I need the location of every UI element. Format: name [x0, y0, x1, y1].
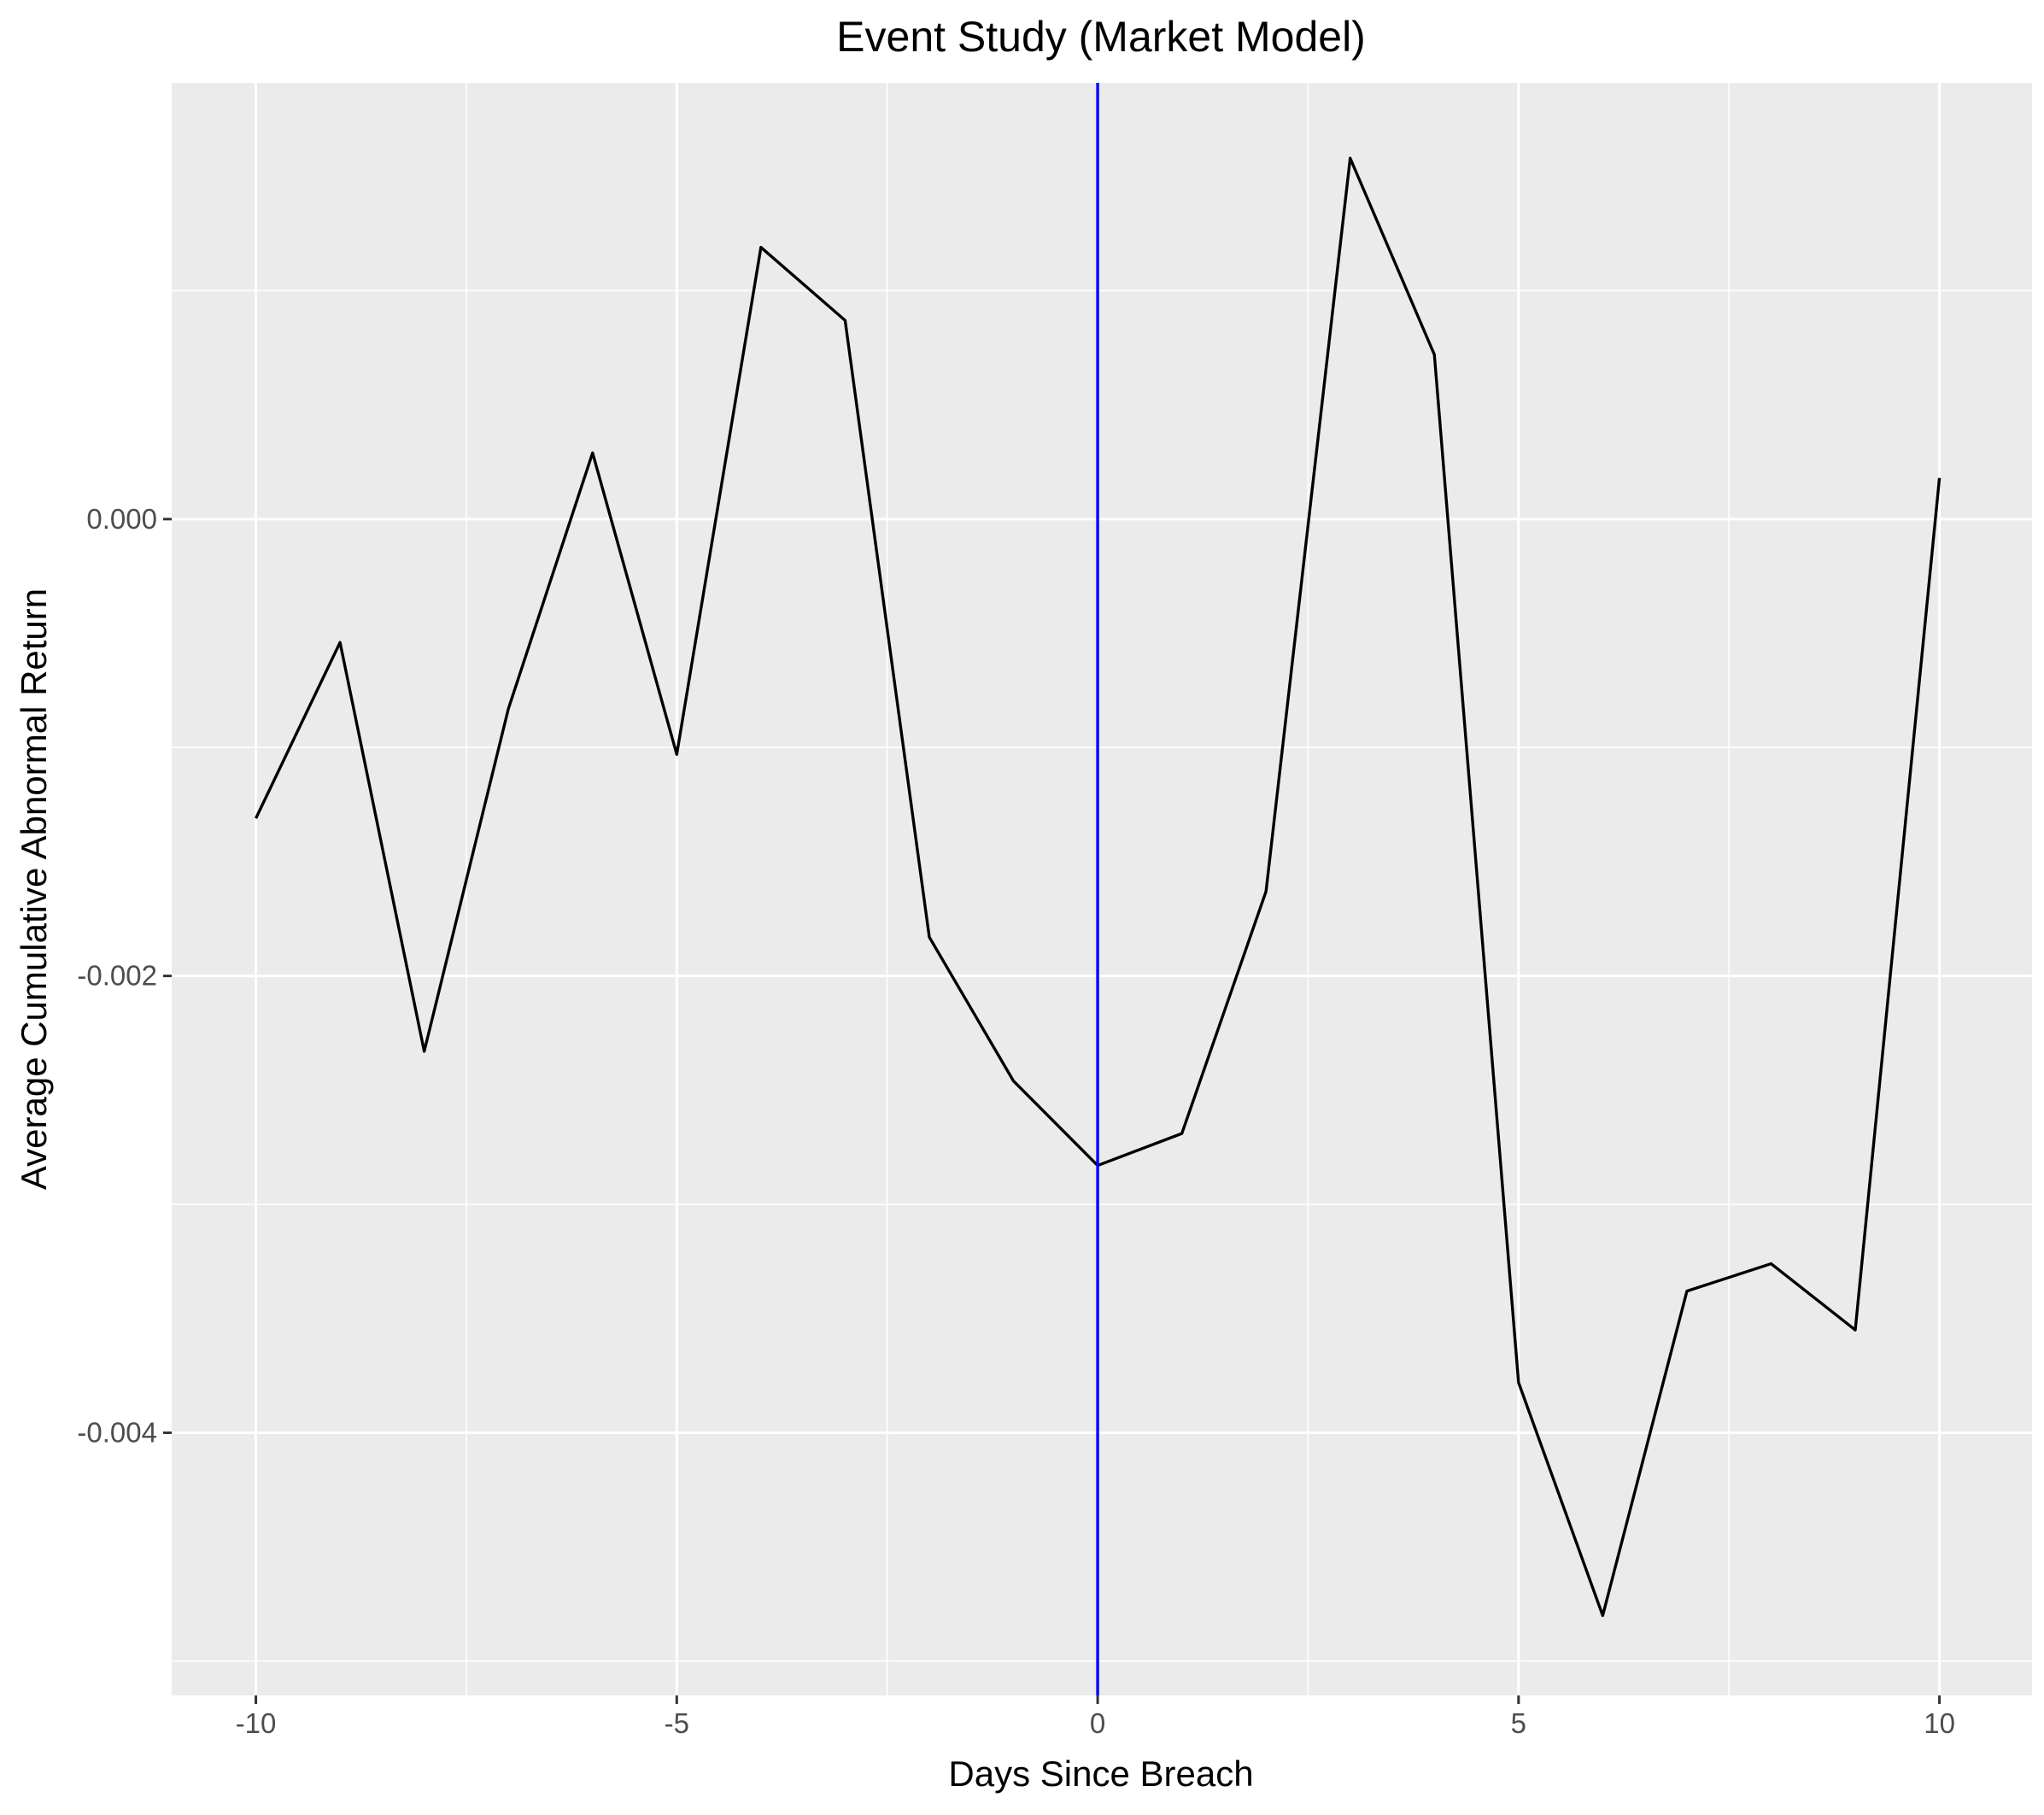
y-axis-title: Average Cumulative Abnormal Return — [14, 588, 54, 1190]
x-tick-label: -10 — [236, 1707, 277, 1739]
x-tick-label: 0 — [1090, 1707, 1105, 1739]
major-gridlines-y — [172, 518, 2032, 1434]
y-tick-label: -0.002 — [77, 960, 157, 992]
y-axis: -0.004 -0.002 0.000 — [77, 503, 172, 1448]
y-tick-label: -0.004 — [77, 1416, 157, 1448]
plot-panel — [172, 83, 2032, 1695]
x-tick-label: -5 — [665, 1707, 689, 1739]
x-tick-label: 10 — [1924, 1707, 1955, 1739]
y-tick-label: 0.000 — [86, 503, 157, 535]
x-axis-title: Days Since Breach — [948, 1754, 1253, 1794]
x-axis: -10 -5 0 5 10 — [236, 1695, 1955, 1739]
minor-gridlines-y — [172, 290, 2032, 1662]
minor-gridlines-x — [466, 83, 1731, 1695]
chart-title: Event Study (Market Model) — [836, 13, 1366, 61]
x-tick-label: 5 — [1511, 1707, 1526, 1739]
